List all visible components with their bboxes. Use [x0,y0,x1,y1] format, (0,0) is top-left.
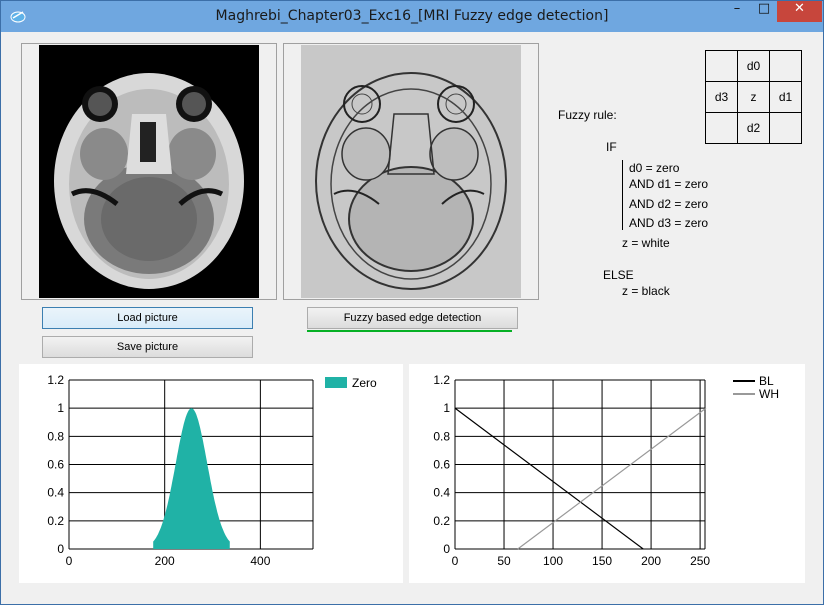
x-tick-label: 200 [641,554,661,568]
cell-d3: d3 [705,81,738,113]
y-tick-label: 0.4 [47,486,64,500]
load-picture-button[interactable]: Load picture [42,307,253,329]
series-zero-area [153,408,230,549]
y-tick-label: 1 [443,401,450,415]
cell-d1: d1 [769,81,802,113]
x-tick-label: 0 [66,554,73,568]
maximize-button[interactable]: □ [757,1,771,16]
form-client-area: Load picture Save picture Fuzzy based ed… [9,32,815,596]
y-tick-label: 0 [443,542,450,556]
save-picture-button[interactable]: Save picture [42,336,253,358]
y-tick-label: 1.2 [47,373,64,387]
rule-condition-3: AND d2 = zero [629,197,709,211]
rule-else: ELSE [603,268,634,282]
y-tick-label: 0.4 [433,486,450,500]
x-tick-label: 50 [497,554,511,568]
zero-membership-chart-svg: 0 0.2 0.4 0.6 0.8 1 1.2 0 200 400 Zero [47,373,377,568]
legend-label: BL [759,374,774,388]
y-tick-label: 0.6 [433,458,450,472]
y-tick-label: 0.6 [47,458,64,472]
fuzzy-rule-label: Fuzzy rule: [558,108,617,122]
x-tick-label: 400 [250,554,270,568]
y-tick-label: 0.8 [433,429,450,443]
y-tick-label: 0.2 [47,514,64,528]
cell-d0: d0 [737,50,770,82]
y-tick-label: 1.2 [433,373,450,387]
x-tick-label: 150 [592,554,612,568]
rule-condition-2: AND d1 = zero [629,177,709,191]
rule-condition-4: AND d3 = zero [629,216,709,230]
x-tick-label: 250 [690,554,710,568]
x-tick-label: 100 [543,554,563,568]
cell-d2: d2 [737,112,770,144]
title-bar[interactable]: Maghrebi_Chapter03_Exc16_[MRI Fuzzy edge… [1,1,823,32]
rule-if: IF [606,140,617,154]
y-tick-label: 0.8 [47,429,64,443]
output-membership-chart: 0 0.2 0.4 0.6 0.8 1 1.2 0 50 100 150 200 250 BL WH [409,364,805,583]
fuzzy-edge-detection-button[interactable]: Fuzzy based edge detection [307,307,518,329]
legend-label: WH [759,387,779,401]
original-picture-box [21,43,277,300]
edge-result-image [301,45,521,298]
zero-membership-chart: 0 0.2 0.4 0.6 0.8 1 1.2 0 200 400 Zero [19,364,403,583]
close-button[interactable]: ✕ [777,1,822,22]
cell-z: z [737,81,770,113]
progress-bar [307,330,512,332]
ct-scan-image [39,45,259,298]
rule-condition-1: d0 = zero [629,161,680,175]
x-tick-label: 200 [155,554,175,568]
neighborhood-grid: d0 d3 z d1 d2 [705,50,802,144]
x-tick-label: 0 [452,554,459,568]
app-icon [10,11,26,23]
rule-bracket [622,160,623,230]
rule-then: z = white [622,236,670,250]
legend-label: Zero [352,376,377,390]
series-bl-line [454,407,644,550]
window-title: Maghrebi_Chapter03_Exc16_[MRI Fuzzy edge… [215,8,609,24]
series-wh-line [517,407,707,550]
y-tick-label: 0 [57,542,64,556]
legend-swatch [325,377,347,388]
y-tick-label: 1 [57,401,64,415]
edge-picture-box [283,43,539,300]
minimize-button[interactable]: – [733,1,741,16]
rule-else-then: z = black [622,284,670,298]
y-tick-label: 0.2 [433,514,450,528]
